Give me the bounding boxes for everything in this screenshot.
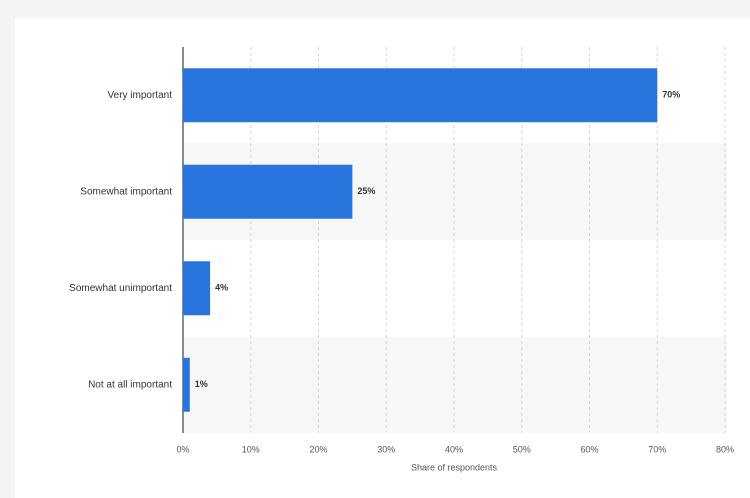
bar [183,261,211,316]
row-band [183,336,727,433]
y-tick-label: Very important [108,90,173,101]
value-label: 1% [195,379,208,389]
bar [183,68,658,123]
x-tick-label: 10% [242,444,260,454]
x-tick-label: 20% [309,444,327,454]
y-tick-label: Not at all important [88,379,172,390]
x-tick-label: 80% [716,444,734,454]
bar [183,164,353,219]
value-label: 25% [357,186,375,196]
x-tick-label: 40% [445,444,463,454]
x-tick-label: 0% [176,444,189,454]
y-tick-label: Somewhat unimportant [69,283,172,294]
bar [183,357,190,412]
x-tick-label: 70% [648,444,666,454]
x-tick-label: 50% [513,444,531,454]
value-label: 4% [215,283,228,293]
x-axis-label: Share of respondents [411,462,498,472]
y-tick-label: Somewhat important [80,186,172,197]
x-tick-label: 30% [377,444,395,454]
x-tick-label: 60% [580,444,598,454]
value-label: 70% [662,90,680,100]
